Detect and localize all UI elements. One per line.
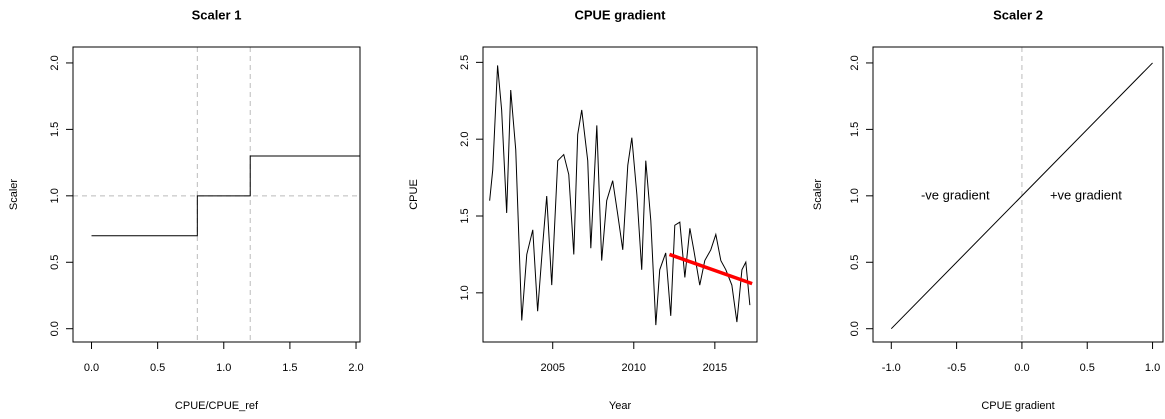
x-axis-label: CPUE/CPUE_ref [175, 400, 259, 412]
y-tick-label: 1.0 [459, 285, 471, 300]
x-tick-label: 1.0 [1145, 362, 1160, 374]
plot-frame [872, 46, 1164, 343]
y-tick-label: 0.5 [49, 255, 61, 270]
x-axis-label: CPUE gradient [981, 400, 1054, 412]
data-line [91, 155, 360, 237]
x-tick-label: 1.0 [216, 362, 231, 374]
y-tick-label: 2.0 [49, 55, 61, 70]
y-tick-label: 1.5 [459, 208, 471, 223]
annotation: +ve gradient [1050, 187, 1122, 202]
x-tick-label: 2005 [540, 362, 564, 374]
x-axis-label: Year [609, 400, 632, 412]
y-tick-label: 2.0 [849, 55, 861, 70]
chart-title: Scaler 2 [993, 7, 1043, 22]
y-tick-label: 2.0 [459, 132, 471, 147]
y-tick-label: 0.0 [49, 321, 61, 336]
x-tick-label: 0.5 [1080, 362, 1095, 374]
y-tick-label: 1.5 [49, 122, 61, 137]
x-tick-label: 0.5 [150, 362, 165, 374]
y-tick-label: 1.0 [849, 188, 861, 203]
x-tick-label: -0.5 [947, 362, 966, 374]
y-axis-label: CPUE [408, 179, 420, 210]
x-tick-label: 1.5 [282, 362, 297, 374]
x-tick-label: 2015 [703, 362, 727, 374]
y-tick-label: 2.5 [459, 55, 471, 70]
data-line [668, 252, 753, 286]
x-tick-label: 0.0 [84, 362, 99, 374]
y-tick-label: 1.5 [849, 122, 861, 137]
plot-frame [482, 46, 758, 343]
y-axis-label: Scaler [8, 179, 20, 211]
y-axis-label: Scaler [812, 179, 824, 211]
y-tick-label: 0.5 [849, 255, 861, 270]
chart-title: Scaler 1 [192, 7, 242, 22]
x-tick-label: 2010 [622, 362, 646, 374]
x-tick-label: 0.0 [1014, 362, 1029, 374]
chart-title: CPUE gradient [574, 7, 666, 22]
y-tick-label: 0.0 [849, 321, 861, 336]
data-line [890, 62, 1153, 330]
x-tick-label: -1.0 [882, 362, 901, 374]
data-line [489, 65, 751, 326]
plot-frame [72, 46, 361, 343]
annotation: -ve gradient [921, 187, 990, 202]
x-tick-label: 2.0 [348, 362, 363, 374]
y-tick-label: 1.0 [49, 188, 61, 203]
